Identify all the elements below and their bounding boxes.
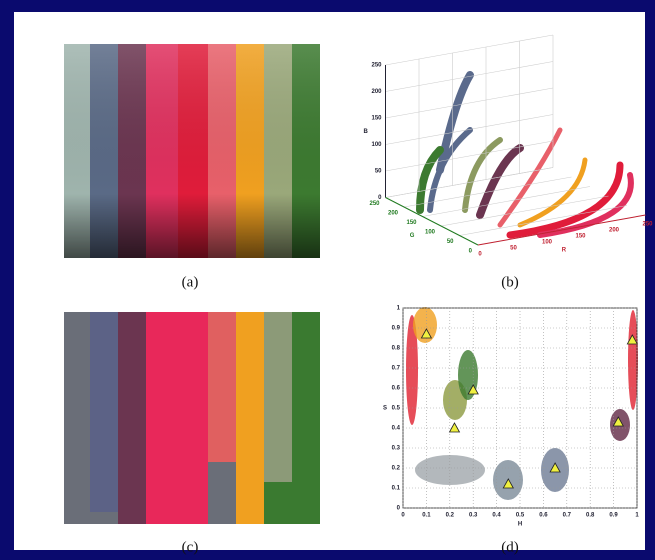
x-tick-label: 0.8 bbox=[586, 513, 595, 519]
x-tick-label: 0.1 bbox=[422, 513, 431, 519]
x-tick-label: 0.6 bbox=[539, 513, 548, 519]
grid-line bbox=[459, 205, 628, 236]
image-c bbox=[64, 312, 320, 524]
grid-line bbox=[385, 167, 554, 198]
y-axis-label: G bbox=[410, 233, 415, 239]
x-axis-label: R bbox=[562, 248, 567, 254]
x-tick-label: 0 bbox=[401, 513, 405, 519]
y-tick-label: 200 bbox=[388, 211, 399, 217]
cluster-center bbox=[626, 334, 638, 345]
caption: (a) bbox=[182, 274, 199, 290]
x-tick-label: 200 bbox=[609, 228, 620, 234]
x-axis-label: H bbox=[518, 522, 522, 528]
cluster-center bbox=[502, 478, 514, 489]
y-tick-label: 0.2 bbox=[392, 466, 401, 472]
grid-line bbox=[385, 140, 554, 172]
cluster-center bbox=[549, 462, 561, 473]
x-tick-label: 0.7 bbox=[563, 513, 572, 519]
x-axis bbox=[477, 214, 646, 246]
y-tick-label: 50 bbox=[447, 239, 454, 245]
y-tick-label: 1 bbox=[397, 306, 401, 312]
caption: (b) bbox=[501, 274, 519, 290]
y-tick-label: 0.3 bbox=[392, 446, 401, 452]
y-tick-label: 0.6 bbox=[392, 386, 401, 392]
cluster-center bbox=[467, 384, 479, 395]
caption: (d) bbox=[501, 539, 519, 555]
x-tick-label: 0.3 bbox=[469, 513, 478, 519]
y-axis bbox=[385, 197, 479, 246]
cluster-center bbox=[420, 328, 433, 339]
grid-line bbox=[422, 186, 591, 217]
x-tick-label: 0 bbox=[478, 252, 482, 258]
y-tick-label: 0 bbox=[469, 249, 473, 255]
cluster-center bbox=[448, 422, 461, 433]
image-a bbox=[64, 44, 320, 258]
y-axis-label: S bbox=[383, 406, 387, 412]
x-tick-label: 50 bbox=[510, 246, 517, 252]
y-tick-label: 0.8 bbox=[392, 346, 401, 352]
x-tick-label: 0.5 bbox=[516, 513, 525, 519]
z-tick-label: 100 bbox=[371, 142, 382, 148]
y-tick-label: 0 bbox=[397, 506, 401, 512]
y-tick-label: 0.4 bbox=[392, 426, 401, 432]
x-tick-label: 100 bbox=[542, 240, 553, 246]
x-tick-label: 150 bbox=[575, 234, 586, 240]
y-tick-label: 0.1 bbox=[392, 486, 401, 492]
captions: (a) (b) (c) (d) bbox=[182, 274, 519, 555]
x-tick-label: 0.2 bbox=[446, 513, 455, 519]
y-tick-label: 250 bbox=[369, 201, 380, 207]
grid-line bbox=[385, 61, 554, 92]
y-tick-label: 0.7 bbox=[392, 366, 401, 372]
z-tick-label: 0 bbox=[378, 195, 382, 201]
x-tick-label: 1 bbox=[635, 513, 639, 519]
y-tick-label: 0.5 bbox=[392, 406, 401, 412]
grid-line bbox=[403, 176, 572, 208]
x-tick-label: 0.9 bbox=[609, 513, 618, 519]
grid-line bbox=[385, 87, 554, 119]
grid-line bbox=[385, 114, 554, 145]
y-tick-label: 100 bbox=[425, 230, 436, 236]
grid-line bbox=[440, 195, 609, 227]
x-tick-label: 250 bbox=[642, 222, 653, 228]
z-tick-label: 50 bbox=[375, 169, 382, 175]
z-tick-label: 200 bbox=[371, 89, 382, 95]
z-axis-label: B bbox=[364, 129, 369, 135]
y-tick-label: 0.9 bbox=[392, 326, 401, 332]
x-tick-label: 0.4 bbox=[492, 513, 501, 519]
z-tick-label: 250 bbox=[371, 63, 382, 69]
caption: (c) bbox=[182, 539, 199, 555]
grid-line bbox=[385, 34, 554, 66]
cluster-center bbox=[612, 416, 624, 427]
y-tick-label: 150 bbox=[406, 220, 417, 226]
z-tick-label: 150 bbox=[371, 116, 382, 122]
